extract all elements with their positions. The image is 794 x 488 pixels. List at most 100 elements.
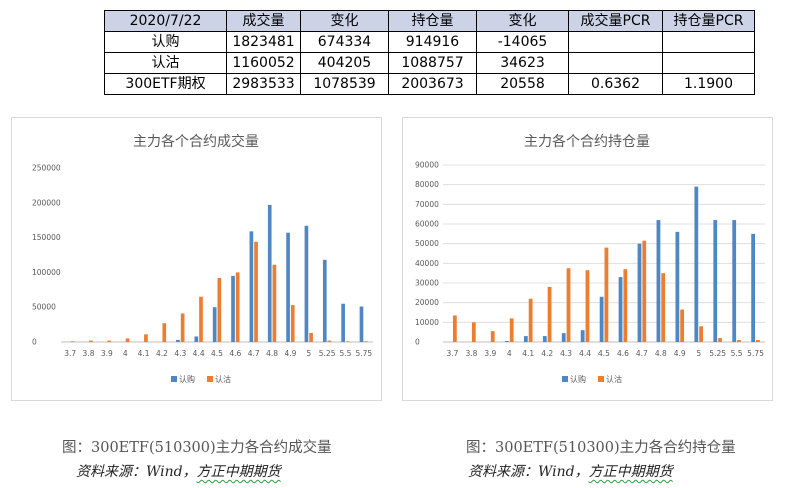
bar-call — [618, 277, 623, 342]
bar-put — [737, 340, 741, 342]
source-prefix: 资料来源：Wind， — [468, 464, 589, 480]
bar-call — [286, 232, 290, 342]
x-tick-label: 4.8 — [266, 349, 278, 358]
table-cell: 20558 — [476, 73, 569, 95]
legend-swatch — [598, 376, 604, 382]
volume-source-note: 资料来源：Wind，方正中期期货 — [76, 461, 281, 481]
bar-call — [561, 333, 566, 342]
bar-call — [694, 186, 699, 342]
y-tick-label: 0 — [415, 338, 420, 347]
table-header-cell: 成交量PCR — [568, 10, 663, 32]
x-tick-label: 5.25 — [709, 349, 726, 358]
bar-put — [217, 277, 222, 342]
bar-put — [70, 341, 75, 342]
y-tick-label: 30000 — [415, 279, 439, 288]
bar-call — [732, 220, 737, 342]
x-tick-label: 3.9 — [484, 349, 496, 358]
table-cell: 34623 — [476, 52, 569, 74]
table-header-cell: 2020/7/22 — [104, 10, 227, 32]
bar-put — [364, 341, 368, 342]
bar-put — [272, 264, 277, 342]
x-tick-label: 4.3 — [174, 349, 186, 358]
bar-put — [490, 331, 495, 342]
x-tick-label: 4.3 — [560, 349, 572, 358]
y-tick-label: 90000 — [415, 161, 439, 170]
bar-put — [699, 326, 703, 342]
x-tick-label: 4.4 — [579, 349, 591, 358]
table-cell: 0.6362 — [568, 73, 663, 95]
y-tick-label: 70000 — [415, 200, 439, 209]
bar-call — [637, 243, 642, 342]
bar-call — [359, 306, 364, 342]
bar-put — [623, 269, 628, 342]
legend-label: 认购 — [570, 374, 586, 384]
legend-label: 认沽 — [215, 374, 231, 384]
x-tick-label: 4.6 — [229, 349, 241, 358]
bar-put — [642, 240, 647, 342]
x-tick-label: 4.5 — [598, 349, 610, 358]
bar-put — [199, 296, 203, 342]
bar-put — [107, 340, 112, 342]
x-tick-label: 4.7 — [248, 349, 260, 358]
bar-put — [125, 338, 130, 342]
x-tick-label: 4.8 — [655, 349, 667, 358]
x-tick-label: 3.8 — [83, 349, 95, 358]
table-cell: 404205 — [300, 52, 389, 74]
table-cell: 300ETF期权 — [104, 73, 227, 95]
x-tick-label: 4.7 — [636, 349, 648, 358]
y-tick-label: 80000 — [415, 180, 439, 189]
table-cell: 认沽 — [104, 52, 227, 74]
x-tick-label: 3.8 — [465, 349, 477, 358]
bar-put — [566, 268, 571, 342]
table-header-cell: 持仓量 — [388, 10, 477, 32]
x-tick-label: 4.2 — [541, 349, 553, 358]
bar-put — [509, 318, 514, 342]
table-row: 认沽 1160052 404205 1088757 34623 — [104, 52, 755, 74]
bar-call — [341, 303, 345, 342]
table-cell — [568, 52, 663, 74]
x-tick-label: 4.1 — [138, 349, 150, 358]
bar-put — [89, 340, 93, 342]
table-cell: 认购 — [104, 31, 227, 53]
y-tick-label: 20000 — [415, 298, 439, 307]
table-header-cell: 变化 — [300, 10, 389, 32]
x-tick-label: 5.5 — [340, 349, 352, 358]
table-header-cell: 持仓量PCR — [662, 10, 755, 32]
bar-put — [327, 340, 332, 342]
x-tick-label: 4.5 — [211, 349, 223, 358]
y-tick-label: 200000 — [32, 198, 61, 207]
table-cell: 2983533 — [226, 73, 301, 95]
open-interest-chart-panel: 主力各个合约持仓量 0 10000 20000 30000 40000 50000 60000… — [402, 117, 773, 401]
chart-title: 主力各个合约持仓量 — [524, 134, 650, 150]
bar-call — [194, 336, 199, 342]
y-tick-label: 150000 — [32, 233, 61, 242]
legend-swatch — [171, 376, 177, 382]
table-header-cell: 成交量 — [226, 10, 301, 32]
x-tick-label: 5.5 — [731, 349, 743, 358]
table-cell: 1.1900 — [662, 73, 755, 95]
bar-put — [144, 334, 148, 342]
table-cell: 1078539 — [300, 73, 389, 95]
y-tick-label: 0 — [32, 338, 37, 347]
bar-call — [505, 341, 509, 342]
y-tick-label: 250000 — [32, 164, 61, 173]
bar-call — [656, 220, 661, 342]
table-cell — [662, 31, 755, 53]
bar-put — [452, 315, 457, 342]
volume-figure-caption: 图：300ETF(510300)主力各合约成交量 — [62, 440, 332, 456]
y-tick-label: 10000 — [415, 318, 439, 327]
bar-put — [180, 313, 185, 342]
source-name: 方正中期期货 — [588, 464, 673, 480]
bar-put — [235, 272, 240, 342]
x-tick-label: 4.2 — [156, 349, 168, 358]
x-tick-label: 5.75 — [747, 349, 764, 358]
y-tick-label: 100000 — [32, 268, 61, 277]
legend-swatch — [562, 376, 568, 382]
bar-call — [212, 307, 217, 342]
x-tick-label: 5 — [306, 349, 311, 358]
x-tick-label: 4.6 — [617, 349, 629, 358]
bar-call — [249, 231, 254, 342]
table-cell: 674334 — [300, 31, 389, 53]
x-tick-label: 3.7 — [64, 349, 76, 358]
bar-call — [580, 330, 585, 342]
